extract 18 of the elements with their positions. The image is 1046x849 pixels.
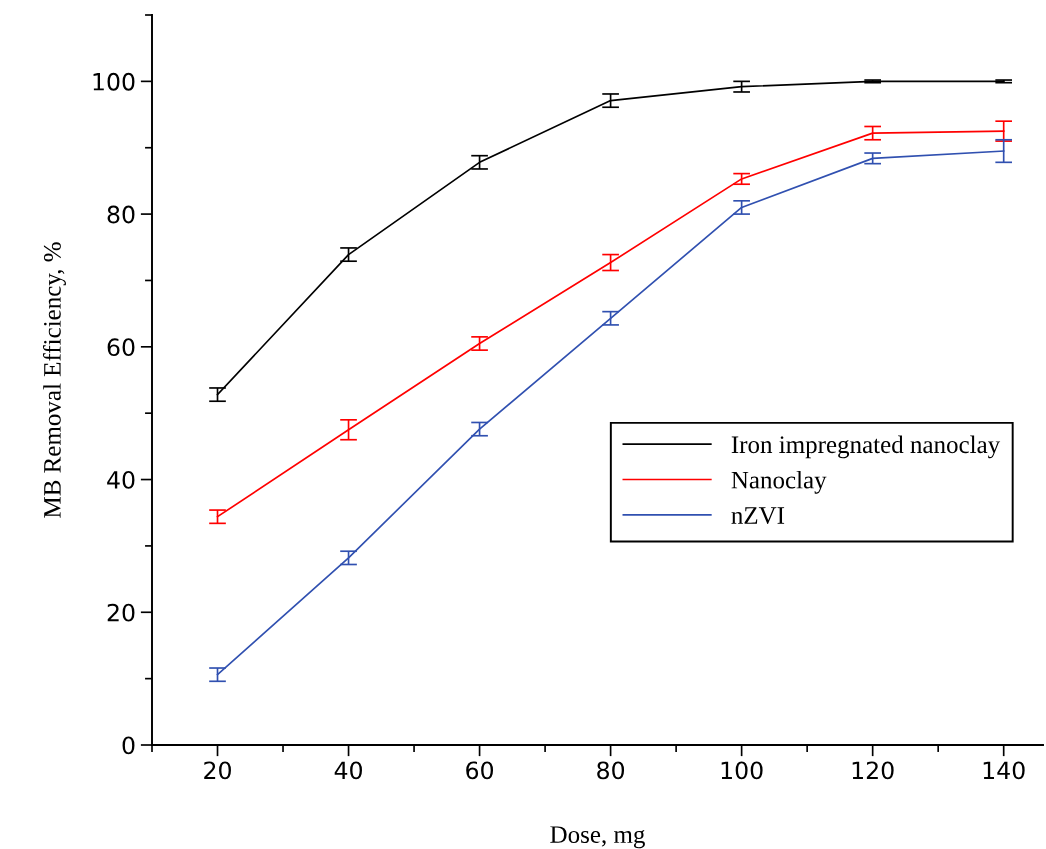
legend-label: nZVI <box>731 507 785 525</box>
x-tick-label: 60 <box>466 761 494 780</box>
y-tick-label: 60 <box>107 338 135 357</box>
y-tick-label: 100 <box>93 72 135 91</box>
x-tick-label: 120 <box>852 761 894 780</box>
x-tick-label: 80 <box>597 761 625 780</box>
y-tick-label: 80 <box>107 205 135 224</box>
y-axis-title: MB Removal Efficiency, % <box>42 242 66 518</box>
x-tick-label: 20 <box>204 761 231 780</box>
legend-label: Nanoclay <box>731 470 827 494</box>
x-tick-label: 40 <box>334 761 362 780</box>
y-tick-label: 0 <box>122 736 135 755</box>
x-tick-label: 140 <box>983 761 1025 780</box>
x-axis-title: Dose, mg <box>550 826 645 849</box>
y-tick-label: 20 <box>107 603 135 622</box>
x-tick-label: 100 <box>721 761 763 780</box>
y-tick-label: 40 <box>107 470 135 489</box>
legend-label: Iron impregnated nanoclay <box>731 435 1001 459</box>
